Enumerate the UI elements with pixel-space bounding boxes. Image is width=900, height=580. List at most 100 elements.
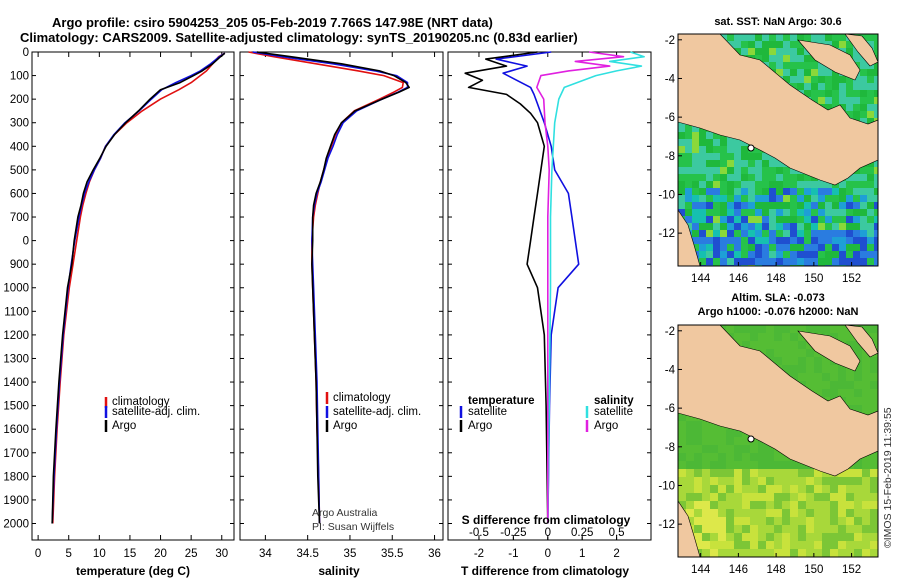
sst-cell [860,104,867,111]
sst-cell [692,202,699,209]
sst-cell [874,230,878,237]
sla-cell [854,477,862,485]
sst-cell [706,202,713,209]
sst-cell [727,209,734,216]
sla-cell [726,485,734,493]
legend-label-t-argo: Argo [468,420,492,432]
x-tick-label: 20 [154,548,167,560]
sla-cell [758,533,766,541]
sst-cell [874,34,878,41]
sla-cell [710,501,718,509]
sla-cell [686,429,694,437]
sst-cell [685,167,692,174]
sst-cell [727,139,734,146]
x-tick-label: 0 [35,548,41,560]
y-tick-label: 2000 [3,518,29,530]
sla-cell [806,549,814,557]
sst-cell [706,139,713,146]
sst-cell [811,62,818,69]
sla-cell [870,357,878,365]
sst-cell [727,244,734,251]
sst-cell [720,146,727,153]
sla-cell [830,525,838,533]
sst-cell [797,55,804,62]
sst-cell [853,76,860,83]
sst-cell [734,195,741,202]
sla-cell [742,445,750,453]
y-tick-label: 1600 [3,424,29,436]
sst-cell [755,174,762,181]
sla-cell [854,381,862,389]
sla-cell [782,341,790,349]
sla-cell [726,325,734,333]
sst-cell [790,167,797,174]
credit-line1: Argo Australia [312,507,378,519]
sst-cell [874,90,878,97]
sst-cell [755,188,762,195]
sst-cell [811,90,818,97]
legend-label-argo: Argo [112,420,136,432]
sst-cell [797,216,804,223]
sla-cell [830,389,838,397]
sst-cell [839,34,846,41]
sla-cell [678,485,686,493]
sst-cell [685,195,692,202]
sla-cell [814,485,822,493]
sla-cell [750,541,758,549]
sst-cell [853,181,860,188]
sla-cell [750,525,758,533]
sst-cell [741,48,748,55]
sla-cell [790,509,798,517]
sst-cell [769,237,776,244]
sst-cell [846,41,853,48]
series-line-s-satellite [547,51,645,524]
sla-cell [838,365,846,373]
cape-york-land [678,500,701,557]
sst-cell [860,202,867,209]
sst-cell [846,223,853,230]
series-line-t-satellite [495,51,580,524]
sst-cell [734,146,741,153]
sst-cell [839,195,846,202]
sst-cell [818,223,825,230]
sla-cell [758,501,766,509]
sla-cell [830,493,838,501]
sst-cell [762,55,769,62]
sla-cell [862,325,870,333]
sla-cell [846,509,854,517]
sst-cell [720,160,727,167]
sst-cell [762,34,769,41]
sst-cell [867,188,874,195]
sst-cell [825,188,832,195]
sla-cell [846,501,854,509]
sla-cell [702,429,710,437]
map-x-tick-label: 148 [767,273,786,285]
sla-cell [678,421,686,429]
series-line-argo [51,52,226,524]
sla-cell [854,501,862,509]
sst-cell [832,244,839,251]
sst-cell [853,230,860,237]
sst-cell [846,76,853,83]
s-diff-xlabel: S difference from climatology [462,513,631,527]
map-x-tick-label: 152 [842,273,861,285]
sst-cell [804,223,811,230]
sst-cell [860,209,867,216]
map-y-tick-label: -8 [665,151,675,163]
sla-cell [862,469,870,477]
sla-cell [806,477,814,485]
sla-cell [678,493,686,501]
sst-cell [713,181,720,188]
sst-cell [867,258,874,265]
sst-cell [755,153,762,160]
sst-cell [776,34,783,41]
sla-cell [734,325,742,333]
sst-cell [776,244,783,251]
legend-label-argo: Argo [333,420,357,432]
temperature-axes-frame [31,51,235,541]
sst-cell [832,41,839,48]
salinity-x-ticks: 34 34.5 35 35.5 36 [259,52,441,560]
sla-cell [750,453,758,461]
sla-cell [830,477,838,485]
sst-cell [776,209,783,216]
